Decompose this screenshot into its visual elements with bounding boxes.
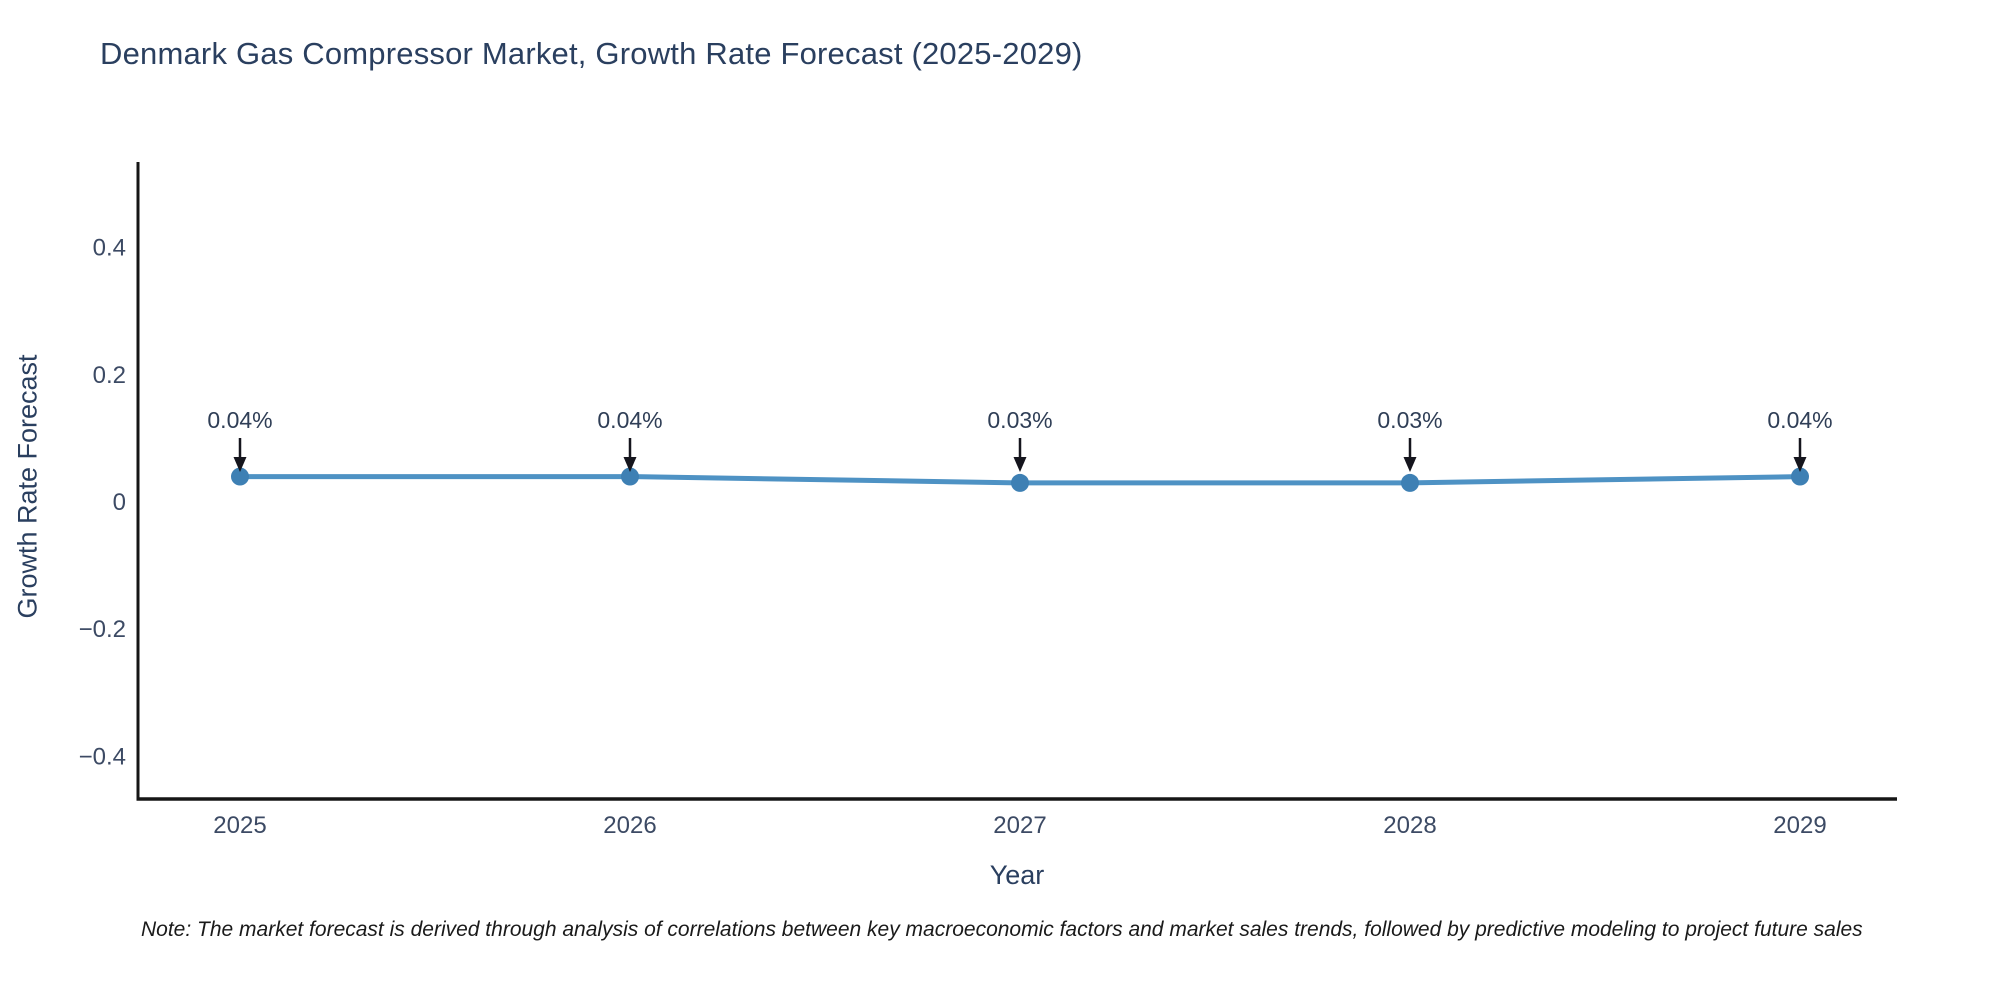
x-tick-label-2026: 2026 <box>603 812 656 839</box>
y-tick-label-−0.4: −0.4 <box>79 743 126 770</box>
data-point-2025[interactable] <box>231 467 249 486</box>
data-point-2027[interactable] <box>1011 473 1029 492</box>
annotation-arrowhead-2028 <box>1403 457 1417 472</box>
y-tick-label-0.2: 0.2 <box>93 362 126 389</box>
data-point-2026[interactable] <box>621 467 639 486</box>
annotation-arrowhead-2029 <box>1793 457 1807 472</box>
point-label-2026: 0.04% <box>597 407 662 433</box>
y-tick-label-0.4: 0.4 <box>93 235 126 262</box>
annotation-arrowhead-2027 <box>1013 457 1027 472</box>
point-label-2029: 0.04% <box>1767 407 1832 433</box>
point-label-2028: 0.03% <box>1377 407 1442 433</box>
x-tick-label-2025: 2025 <box>213 812 266 839</box>
annotation-arrowhead-2025 <box>233 457 247 472</box>
x-axis-title: Year <box>989 860 1045 890</box>
annotation-arrowhead-2026 <box>623 457 637 472</box>
y-tick-label-0: 0 <box>113 489 126 516</box>
x-tick-label-2027: 2027 <box>993 812 1046 839</box>
data-point-2028[interactable] <box>1401 473 1419 492</box>
point-label-2027: 0.03% <box>987 407 1052 433</box>
chart-title: Denmark Gas Compressor Market, Growth Ra… <box>100 36 1083 71</box>
y-tick-label-−0.2: −0.2 <box>79 616 126 643</box>
x-tick-label-2028: 2028 <box>1383 812 1436 839</box>
x-tick-label-2029: 2029 <box>1773 812 1826 839</box>
data-point-2029[interactable] <box>1791 467 1809 486</box>
footnote: Note: The market forecast is derived thr… <box>141 918 1863 941</box>
y-axis-title: Growth Rate Forecast <box>12 354 43 619</box>
point-label-2025: 0.04% <box>207 407 272 433</box>
